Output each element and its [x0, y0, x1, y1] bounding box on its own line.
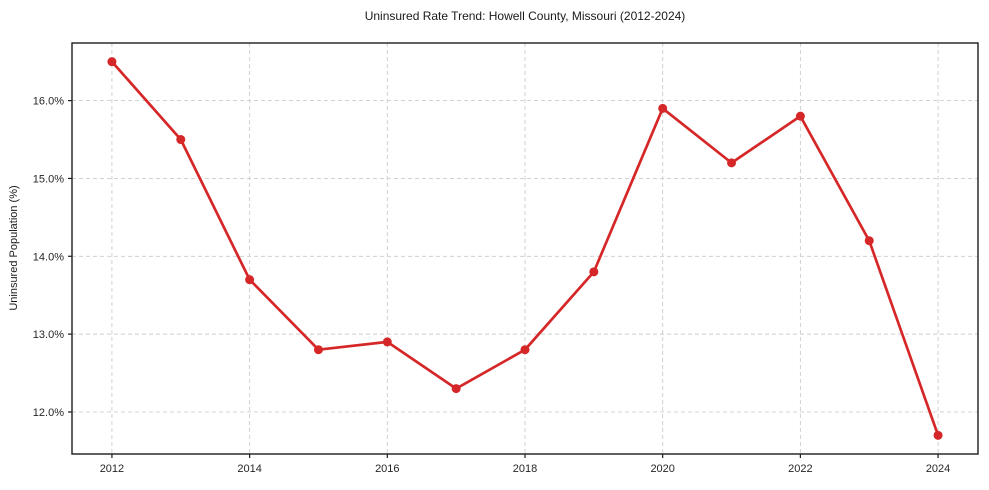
- x-tick-label: 2020: [650, 463, 674, 475]
- data-point-2018: [520, 345, 530, 355]
- y-tick-label: 14.0%: [33, 251, 64, 263]
- data-point-2012: [107, 57, 117, 67]
- x-tick-label: 2024: [926, 463, 950, 475]
- data-point-2016: [382, 337, 392, 347]
- y-tick-label: 16.0%: [33, 96, 64, 108]
- x-tick-label: 2014: [237, 463, 261, 475]
- data-point-2015: [313, 345, 323, 355]
- data-point-2017: [451, 384, 461, 394]
- x-tick-label: 2012: [100, 463, 124, 475]
- y-tick-label: 13.0%: [33, 329, 64, 341]
- x-tick-label: 2022: [788, 463, 812, 475]
- chart-title: Uninsured Rate Trend: Howell County, Mis…: [364, 9, 686, 23]
- x-tick-label: 2018: [513, 463, 537, 475]
- y-tick-label: 15.0%: [33, 173, 64, 185]
- data-point-2014: [245, 275, 255, 285]
- y-tick-label: 12.0%: [33, 407, 64, 419]
- data-point-2023: [864, 236, 874, 246]
- plot-frame: [71, 42, 979, 455]
- data-point-2019: [589, 267, 599, 277]
- data-point-2020: [658, 103, 668, 113]
- data-point-2022: [795, 111, 805, 121]
- data-point-2024: [933, 430, 943, 440]
- x-tick-label: 2016: [375, 463, 399, 475]
- data-point-2013: [176, 135, 186, 145]
- data-point-2021: [727, 158, 737, 168]
